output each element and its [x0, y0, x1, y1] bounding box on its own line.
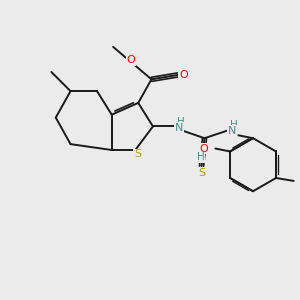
Text: N: N	[175, 123, 183, 133]
Text: N: N	[228, 126, 236, 136]
Text: H: H	[177, 117, 185, 127]
Text: H: H	[197, 152, 205, 162]
Text: O: O	[127, 55, 135, 65]
Text: S: S	[198, 168, 205, 178]
Text: O: O	[179, 70, 188, 80]
Text: H: H	[230, 120, 238, 130]
Text: S: S	[134, 149, 141, 159]
Text: O: O	[199, 143, 208, 154]
